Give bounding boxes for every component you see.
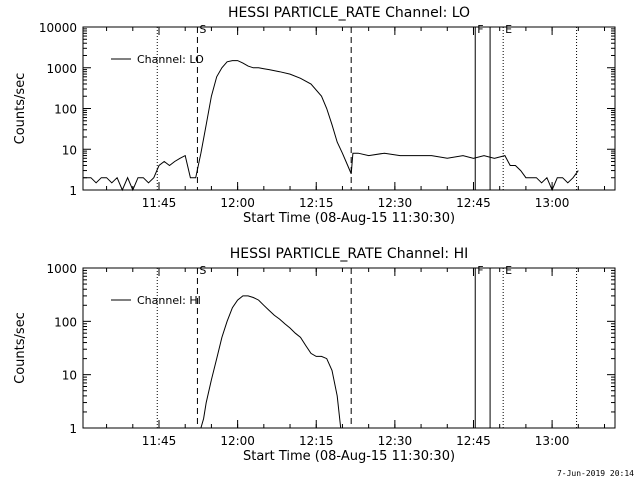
y-axis-label: Counts/sec <box>13 73 28 145</box>
chart-title: HESSI PARTICLE_RATE Channel: LO <box>228 5 470 21</box>
x-tick-label: 11:45 <box>142 196 177 210</box>
x-tick-label: 13:00 <box>535 196 570 210</box>
x-tick-label: 11:45 <box>142 434 177 448</box>
marker-label: S <box>199 23 206 36</box>
x-tick-label: 12:00 <box>220 434 255 448</box>
y-tick-label: 1000 <box>46 262 77 276</box>
y-tick-label: 10 <box>62 143 77 157</box>
marker-label: S <box>199 264 206 277</box>
marker-label: E <box>505 23 512 36</box>
y-tick-label: 100 <box>54 103 77 117</box>
marker-label: E <box>505 264 512 277</box>
y-tick-label: 10000 <box>39 21 77 35</box>
x-axis-label: Start Time (08-Aug-15 11:30:30) <box>243 449 455 464</box>
y-tick-label: 100 <box>54 315 77 329</box>
y-tick-label: 1000 <box>46 62 77 76</box>
x-tick-label: 12:15 <box>299 434 334 448</box>
marker-label: F <box>477 264 483 277</box>
x-tick-label: 12:45 <box>456 196 491 210</box>
y-tick-label: 1 <box>69 422 77 436</box>
legend-label: Channel: LO <box>137 53 204 66</box>
x-tick-label: 12:30 <box>378 434 413 448</box>
x-tick-label: 12:15 <box>299 196 334 210</box>
y-tick-label: 10 <box>62 369 77 383</box>
marker-label: F <box>477 23 483 36</box>
x-tick-label: 13:00 <box>535 434 570 448</box>
y-axis-label: Counts/sec <box>13 312 28 384</box>
legend-label: Channel: HI <box>137 294 201 307</box>
series-line-1 <box>83 60 579 192</box>
x-tick-label: 12:30 <box>378 196 413 210</box>
chart-title: HESSI PARTICLE_RATE Channel: HI <box>230 246 468 262</box>
chart-panel-1: HESSI PARTICLE_RATE Channel: LO 1 10 100 100… <box>13 5 616 226</box>
x-axis-label: Start Time (08-Aug-15 11:30:30) <box>243 211 455 226</box>
x-tick-label: 12:00 <box>220 196 255 210</box>
series-line-1 <box>200 295 342 429</box>
y-tick-label: 1 <box>69 184 77 198</box>
footer-date: 7-Jun-2019 20:14 <box>556 469 634 478</box>
x-tick-label: 12:45 <box>456 434 491 448</box>
chart-panel-2: HESSI PARTICLE_RATE Channel: HI 1 10 100 100… <box>13 246 616 464</box>
plot-frame <box>82 267 616 429</box>
